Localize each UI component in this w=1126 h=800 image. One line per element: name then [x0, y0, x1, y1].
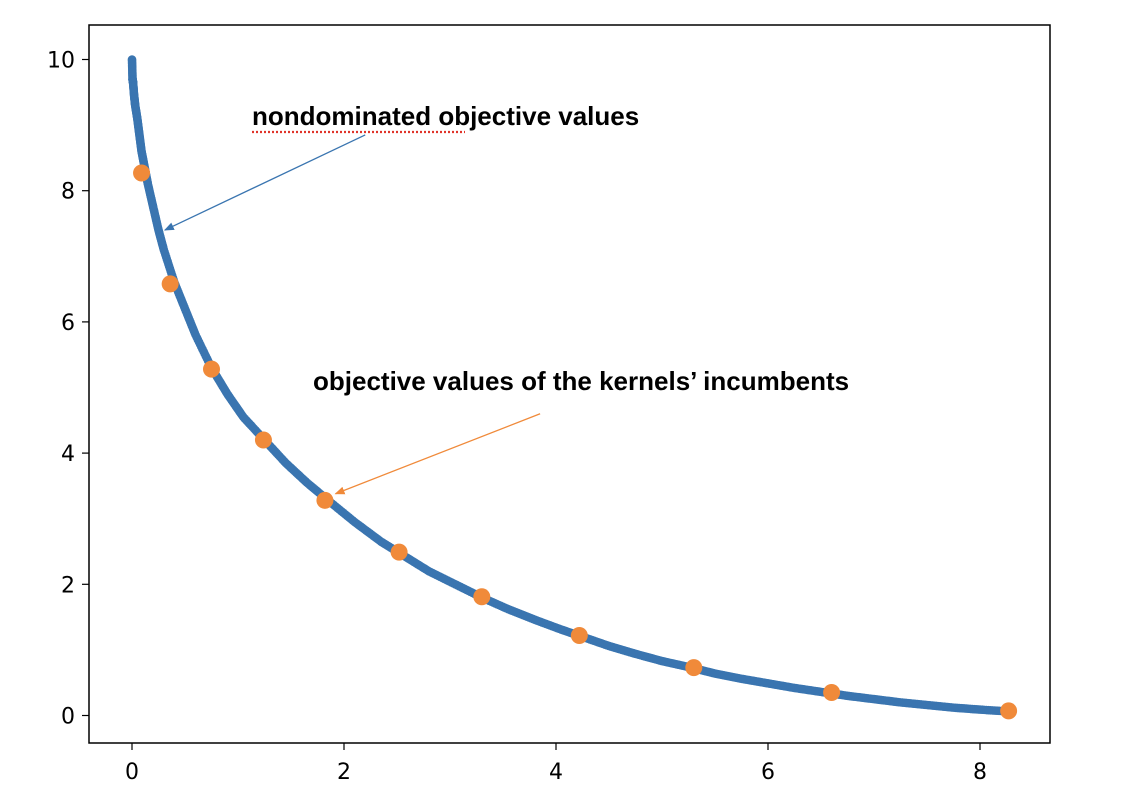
incumbent-point — [570, 626, 588, 644]
incumbent-point — [390, 543, 408, 561]
incumbent-point — [473, 588, 491, 606]
incumbent-point — [685, 659, 703, 677]
annotation-arrow-incumbents — [334, 413, 541, 495]
x-axis: 0 2 4 6 8 — [125, 743, 987, 785]
y-tick-label: 2 — [61, 573, 75, 598]
y-tick-label: 4 — [61, 442, 75, 467]
y-tick-label: 0 — [61, 705, 75, 730]
plot-frame — [88, 24, 1051, 744]
y-axis: 0 2 4 6 8 10 — [47, 49, 89, 730]
incumbent-point — [161, 275, 179, 293]
y-tick-label: 6 — [61, 311, 75, 336]
incumbent-point — [316, 491, 334, 509]
x-tick-label: 4 — [549, 760, 563, 785]
x-tick-label: 0 — [125, 760, 139, 785]
incumbent-point — [203, 360, 220, 378]
annotation-nondominated: nondominated objective values — [252, 101, 639, 131]
annotation-rest: objective values — [431, 101, 639, 131]
x-tick-label: 6 — [761, 760, 775, 785]
x-tick-label: 2 — [337, 760, 351, 785]
annotation-word-nondominated: nondominated — [252, 101, 431, 131]
incumbent-point — [823, 684, 841, 702]
annotation-arrow-nondominated — [163, 134, 366, 231]
y-tick-label: 10 — [47, 49, 75, 74]
x-tick-label: 8 — [973, 760, 987, 785]
y-tick-label: 8 — [61, 180, 75, 205]
annotation-incumbents: objective values of the kernels’ incumbe… — [313, 366, 849, 396]
incumbent-point — [254, 431, 272, 449]
incumbent-point — [133, 164, 151, 182]
incumbents-series — [133, 164, 1018, 720]
incumbent-point — [1000, 702, 1018, 720]
